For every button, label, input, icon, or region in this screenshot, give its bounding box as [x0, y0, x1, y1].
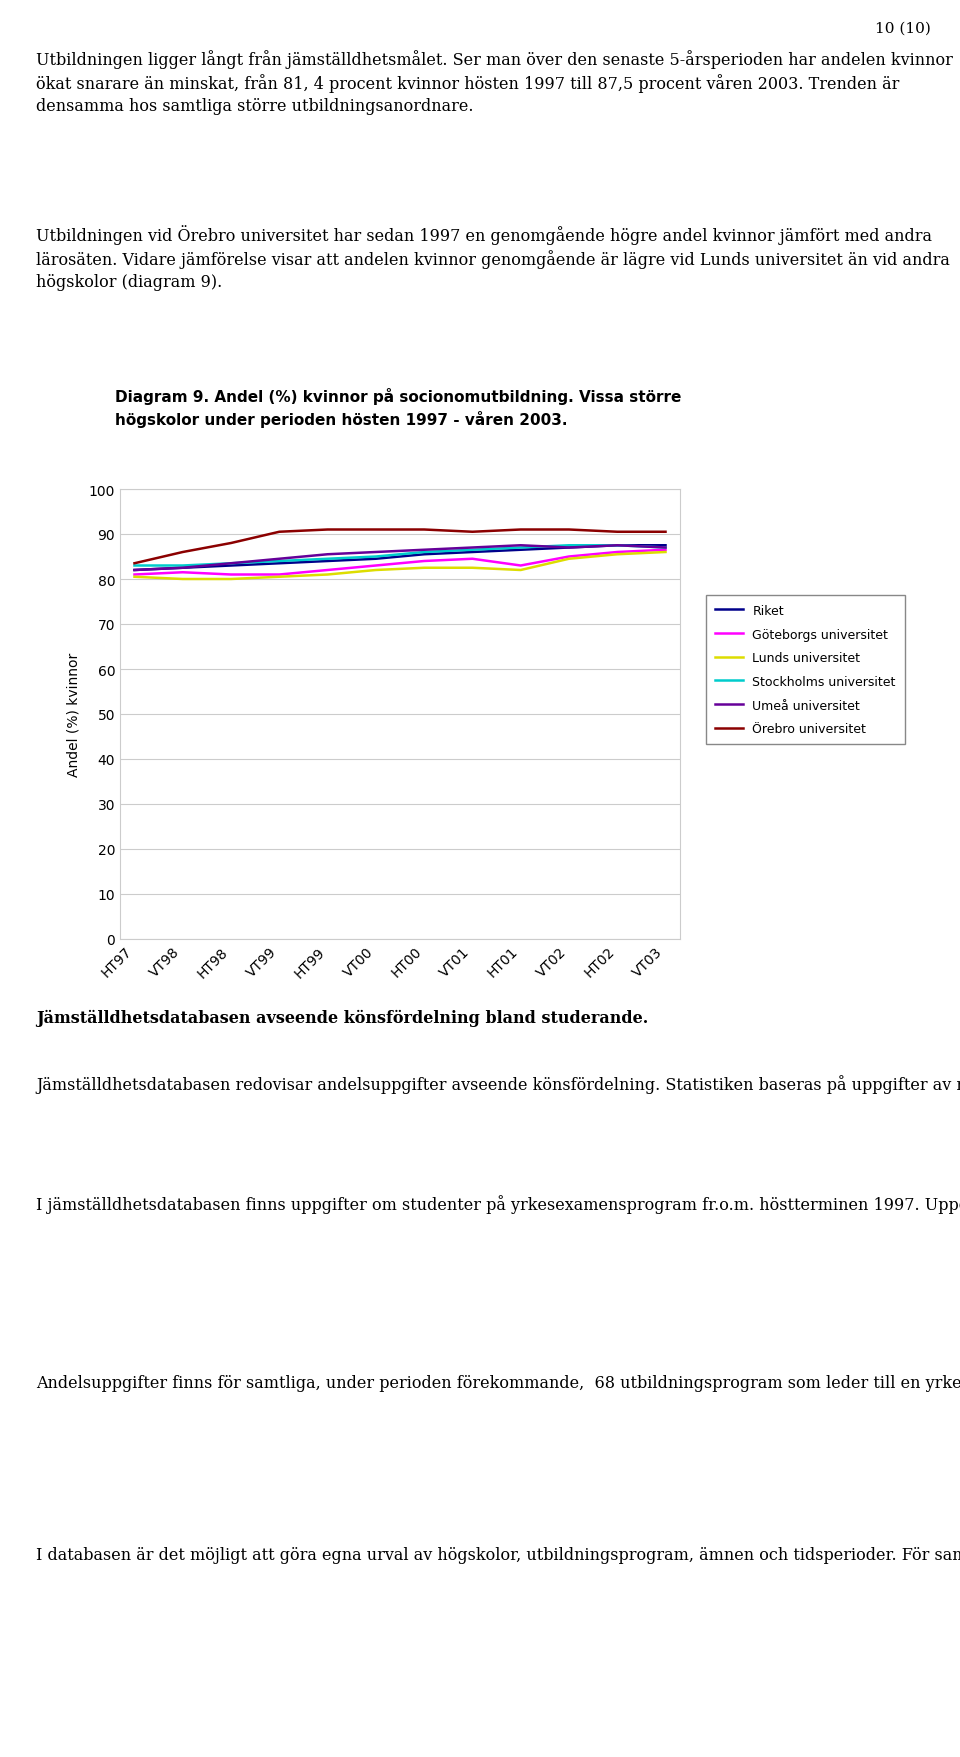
Text: Andelsuppgifter finns för samtliga, under perioden förekommande,  68 utbildnings: Andelsuppgifter finns för samtliga, unde… [36, 1374, 960, 1392]
Legend: Riket, Göteborgs universitet, Lunds universitet, Stockholms universitet, Umeå un: Riket, Göteborgs universitet, Lunds univ… [707, 596, 904, 745]
Text: I jämställdhetsdatabasen finns uppgifter om studenter på yrkesexamensprogram fr.: I jämställdhetsdatabasen finns uppgifter… [36, 1195, 960, 1214]
Text: I databasen är det möjligt att göra egna urval av högskolor, utbildningsprogram,: I databasen är det möjligt att göra egna… [36, 1544, 960, 1564]
Text: Utbildningen ligger långt från jämställdhetsmålet. Ser man över den senaste 5-år: Utbildningen ligger långt från jämställd… [36, 49, 953, 114]
Text: Utbildningen vid Örebro universitet har sedan 1997 en genomgående högre andel kv: Utbildningen vid Örebro universitet har … [36, 225, 950, 290]
Text: 10 (10): 10 (10) [876, 21, 931, 35]
Text: Jämställdhetsdatabasen avseende könsfördelning bland studerande.: Jämställdhetsdatabasen avseende könsförd… [36, 1010, 649, 1026]
Text: Diagram 9. Andel (%) kvinnor på socionomutbildning. Vissa större
högskolor under: Diagram 9. Andel (%) kvinnor på socionom… [115, 388, 682, 427]
Text: Jämställdhetsdatabasen redovisar andelsuppgifter avseende könsfördelning. Statis: Jämställdhetsdatabasen redovisar andelsu… [36, 1074, 960, 1093]
Y-axis label: Andel (%) kvinnor: Andel (%) kvinnor [66, 652, 81, 777]
